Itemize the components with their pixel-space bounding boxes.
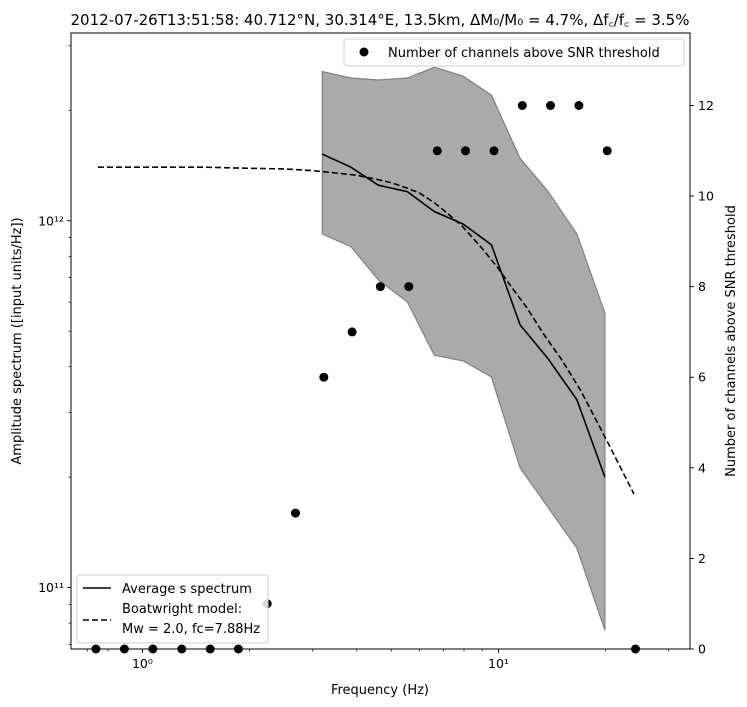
channel-count-point: [574, 101, 584, 110]
channel-count-point: [602, 146, 612, 156]
chart-title: 2012-07-26T13:51:58: 40.712°N, 30.314°E,…: [71, 11, 690, 29]
y2-tick-label: 4: [698, 460, 706, 475]
channel-count-point: [489, 146, 499, 156]
legend-lower-left: Average s spectrum Boatwright model: Mw …: [76, 574, 269, 644]
legend-marker-channels: [359, 47, 369, 57]
average-spectrum-line: [321, 153, 606, 478]
channel-count-point: [319, 372, 329, 382]
legend-label-boatwright-2: Mw = 2.0, fc=7.88Hz: [122, 622, 260, 637]
legend-label-channels: Number of channels above SNR threshold: [388, 46, 660, 61]
y2-tick-label: 12: [698, 98, 714, 113]
y2-tick-label: 10: [698, 189, 714, 204]
channel-count-point: [461, 146, 470, 156]
plot-frame: [70, 32, 691, 650]
x-axis-label: Frequency (Hz): [331, 683, 429, 698]
y-axis-label: Amplitude spectrum ([input units/Hz]): [10, 217, 25, 464]
channel-count-point: [517, 101, 527, 110]
y-tick-label: 10¹¹: [38, 580, 64, 595]
spectrum-spread-band: [321, 66, 606, 631]
channel-count-point: [546, 101, 555, 110]
y2-tick-label: 6: [698, 370, 706, 385]
y2-tick-label: 8: [698, 279, 706, 294]
legend-label-boatwright-1: Boatwright model:: [122, 602, 242, 617]
y2-axis-label: Number of channels above SNR threshold: [724, 205, 739, 477]
legend-top-right: Number of channels above SNR threshold: [343, 38, 685, 67]
plot-area: [91, 66, 640, 654]
channel-count-point: [347, 327, 357, 337]
legend-label-average: Average s spectrum: [122, 582, 252, 597]
y-tick-label: 10¹²: [38, 213, 64, 228]
y2-tick-label: 2: [698, 551, 706, 566]
x-tick-label: 10¹: [488, 656, 509, 671]
boatwright-model-line: [98, 166, 635, 495]
axes: 10⁰ 10¹ 10¹¹ 10¹² 0 2 4 6 8 10 12: [38, 45, 714, 671]
x-tick-label: 10⁰: [132, 656, 153, 671]
channel-count-point: [404, 282, 414, 292]
channel-count-point: [291, 508, 300, 518]
channel-count-point: [432, 146, 442, 156]
y2-tick-label: 0: [698, 642, 706, 657]
channel-count-point: [375, 282, 385, 292]
